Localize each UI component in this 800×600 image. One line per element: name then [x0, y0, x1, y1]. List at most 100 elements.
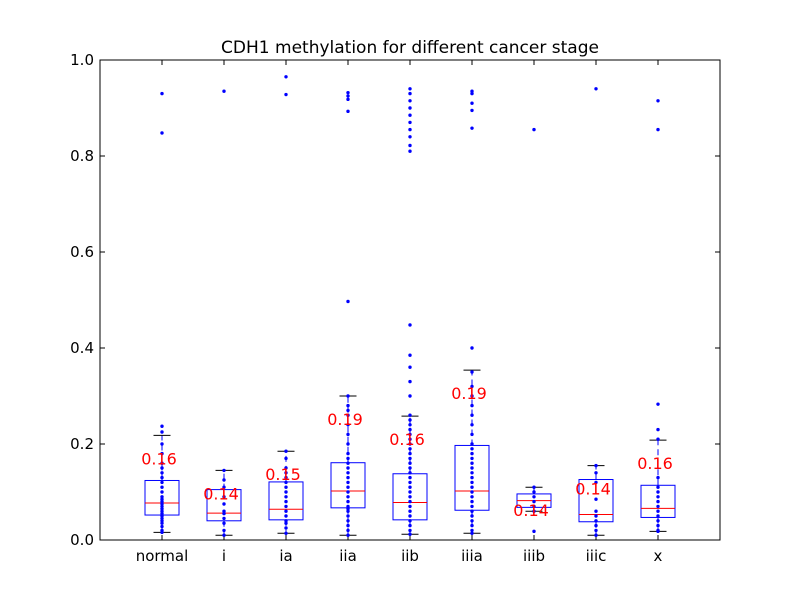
x-tick-label-i: i [222, 547, 226, 565]
data-point-normal [160, 485, 164, 489]
data-point-iiia [470, 126, 474, 130]
data-point-iiia [470, 346, 474, 350]
data-point-iia [346, 495, 350, 499]
data-point-iia [346, 499, 350, 504]
data-point-iiia [470, 89, 474, 93]
data-point-iiic [594, 87, 598, 91]
data-point-iib [408, 499, 412, 504]
data-point-iib [408, 451, 412, 456]
data-point-ia [284, 449, 288, 453]
data-point-iib [408, 149, 412, 153]
data-point-iiib [532, 499, 536, 504]
data-point-iiic [594, 519, 598, 523]
data-point-ia [284, 92, 288, 97]
data-point-i [222, 478, 226, 482]
data-point-iiic [594, 497, 598, 501]
data-point-iiia [470, 509, 474, 513]
data-point-iiia [470, 456, 474, 461]
data-point-iiia [470, 451, 474, 456]
data-point-ia [284, 466, 288, 470]
data-point-iiia [470, 528, 474, 533]
data-point-iib [408, 490, 412, 494]
data-point-iiia [470, 413, 474, 417]
data-point-ia [284, 504, 288, 509]
data-point-normal [160, 91, 164, 96]
data-point-i [222, 468, 226, 473]
y-tick-label: 0.2 [70, 435, 94, 453]
data-point-iib [408, 504, 412, 509]
data-point-iiia [470, 471, 474, 475]
data-point-iia [346, 408, 350, 413]
data-point-iiia [470, 461, 474, 465]
x-tick-label-iia: iia [339, 547, 357, 565]
data-point-iia [346, 523, 350, 528]
data-point-iib [408, 447, 412, 451]
data-point-iiib [532, 529, 536, 534]
data-point-iib [408, 475, 412, 480]
value-label-iiic: 0.14 [575, 480, 611, 499]
data-point-normal [160, 451, 164, 456]
data-point-x [656, 427, 660, 432]
data-point-i [222, 502, 226, 506]
y-tick-label: 0.4 [70, 339, 94, 357]
data-point-iib [408, 423, 412, 427]
data-point-x [656, 99, 660, 103]
data-point-x [656, 523, 660, 528]
data-point-iia [346, 466, 350, 470]
data-point-ia [284, 531, 288, 535]
data-point-ia [284, 521, 288, 525]
data-point-x [656, 528, 660, 533]
data-point-iib [408, 120, 412, 125]
data-point-normal [160, 516, 164, 521]
data-point-i [222, 516, 226, 521]
data-point-i [222, 495, 226, 499]
value-label-normal: 0.16 [141, 449, 177, 468]
data-point-iiic [594, 514, 598, 518]
x-tick-label-ia: ia [279, 547, 292, 565]
data-point-iia [346, 507, 350, 511]
data-point-iiia [470, 504, 474, 509]
data-point-iia [346, 451, 350, 456]
data-point-iib [408, 413, 412, 417]
data-point-normal [160, 424, 164, 428]
value-label-iib: 0.16 [389, 430, 425, 449]
data-point-iia [346, 94, 350, 98]
data-point-normal [160, 430, 164, 434]
data-point-iiia [470, 499, 474, 504]
data-point-normal [160, 509, 164, 513]
data-point-ia [284, 75, 288, 79]
data-point-iiia [470, 370, 474, 374]
value-label-iia: 0.19 [327, 410, 363, 429]
data-point-iiia [470, 423, 474, 427]
value-label-x: 0.16 [637, 454, 673, 473]
data-point-iia [346, 509, 350, 513]
data-point-normal [160, 519, 164, 523]
data-point-iia [346, 519, 350, 523]
value-label-ia: 0.15 [265, 465, 301, 484]
data-point-ia [284, 480, 288, 485]
data-point-iiic [594, 471, 598, 475]
data-point-iia [346, 504, 350, 509]
data-point-iia [346, 485, 350, 489]
data-point-i [222, 533, 226, 537]
data-point-ia [284, 514, 288, 518]
data-point-iiia [470, 485, 474, 489]
data-point-iiib [532, 127, 536, 132]
data-point-iiia [470, 447, 474, 451]
data-point-iib [408, 113, 412, 117]
data-point-ia [284, 526, 288, 530]
data-point-normal [160, 495, 164, 499]
chart-title: CDH1 methylation for different cancer st… [221, 38, 599, 58]
data-point-iiia [470, 475, 474, 480]
data-point-iib [408, 323, 412, 327]
data-point-iiic [594, 523, 598, 528]
data-point-x [656, 402, 660, 406]
data-point-iib [408, 87, 412, 91]
y-tick-label: 0.8 [70, 147, 94, 165]
x-tick-label-iiib: iiib [523, 547, 545, 565]
data-point-iib [408, 514, 412, 518]
data-point-iia [346, 432, 350, 437]
data-point-iia [346, 97, 350, 102]
data-point-i [222, 509, 226, 513]
